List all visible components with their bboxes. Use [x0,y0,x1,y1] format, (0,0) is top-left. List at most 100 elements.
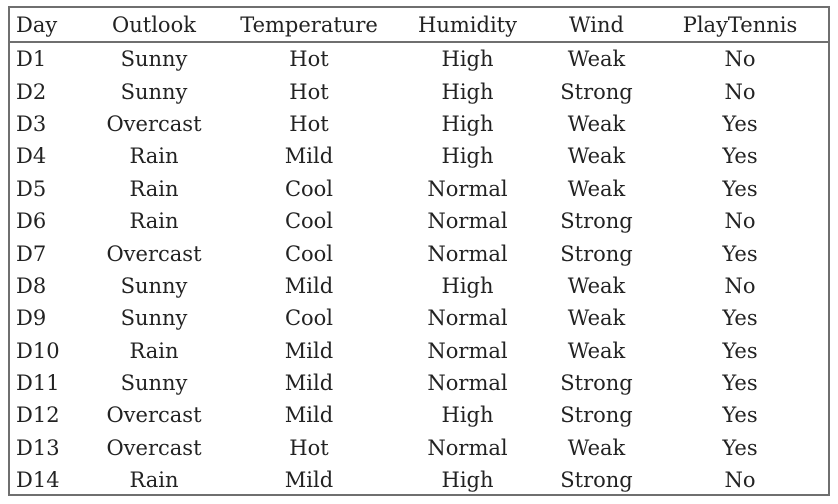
table-row: D9 Sunny Cool Normal Weak Yes [10,302,828,334]
table-row: D11 Sunny Mild Normal Strong Yes [10,367,828,399]
cell-humidity: High [441,79,494,104]
cell-wind: Weak [567,176,626,201]
play-tennis-table-frame: Day Outlook Temperature Humidity Wind Pl… [8,6,830,496]
cell-playtennis: No [724,273,756,298]
cell-playtennis: Yes [722,306,758,331]
cell-humidity: Normal [427,371,508,396]
cell-wind: Weak [567,47,626,72]
cell-playtennis: No [724,468,756,493]
cell-temperature: Hot [289,435,329,460]
cell-wind: Weak [567,435,626,460]
cell-wind: Strong [560,209,633,234]
cell-wind: Strong [560,79,633,104]
cell-playtennis: No [724,209,756,234]
cell-humidity: High [441,403,494,428]
cell-day: D7 [16,241,47,266]
cell-day: D8 [16,273,47,298]
cell-humidity: High [441,144,494,169]
column-header-day: Day [10,8,84,43]
cell-day: D12 [16,403,60,428]
column-header-playtennis: PlayTennis [652,8,828,43]
column-header-wind: Wind [541,8,652,43]
cell-temperature: Hot [289,47,329,72]
column-header-temperature: Temperature [224,8,394,43]
table-row: D13 Overcast Hot Normal Weak Yes [10,432,828,464]
cell-day: D11 [16,371,60,396]
cell-outlook: Sunny [120,371,188,396]
column-header-outlook: Outlook [84,8,224,43]
cell-outlook: Overcast [106,111,202,136]
table-row: D7 Overcast Cool Normal Strong Yes [10,237,828,269]
cell-humidity: Normal [427,306,508,331]
cell-outlook: Rain [129,338,179,363]
table-row: D14 Rain Mild High Strong No [10,464,828,496]
cell-day: D9 [16,306,47,331]
cell-day: D14 [16,468,60,493]
column-header-humidity: Humidity [394,8,541,43]
cell-temperature: Mild [284,371,334,396]
table-row: D4 Rain Mild High Weak Yes [10,140,828,172]
cell-wind: Weak [567,273,626,298]
cell-wind: Strong [560,403,633,428]
cell-temperature: Mild [284,273,334,298]
cell-humidity: High [441,111,494,136]
cell-temperature: Cool [284,209,334,234]
cell-temperature: Hot [289,79,329,104]
table-row: D2 Sunny Hot High Strong No [10,75,828,107]
cell-wind: Weak [567,111,626,136]
cell-wind: Strong [560,468,633,493]
table-row: D3 Overcast Hot High Weak Yes [10,108,828,140]
cell-day: D10 [16,338,60,363]
cell-day: D13 [16,435,60,460]
cell-outlook: Sunny [120,306,188,331]
cell-temperature: Mild [284,338,334,363]
cell-outlook: Sunny [120,273,188,298]
cell-playtennis: No [724,79,756,104]
cell-humidity: Normal [427,209,508,234]
cell-wind: Strong [560,371,633,396]
cell-wind: Weak [567,306,626,331]
cell-outlook: Rain [129,209,179,234]
cell-temperature: Mild [284,403,334,428]
cell-humidity: Normal [427,435,508,460]
cell-wind: Strong [560,241,633,266]
cell-playtennis: Yes [722,111,758,136]
cell-temperature: Cool [284,306,334,331]
cell-outlook: Rain [129,468,179,493]
cell-humidity: High [441,468,494,493]
cell-humidity: Normal [427,241,508,266]
table-row: D10 Rain Mild Normal Weak Yes [10,335,828,367]
cell-humidity: High [441,47,494,72]
cell-day: D6 [16,209,47,234]
cell-day: D5 [16,176,47,201]
cell-playtennis: No [724,47,756,72]
cell-humidity: Normal [427,176,508,201]
cell-outlook: Rain [129,144,179,169]
cell-day: D4 [16,144,47,169]
table-body: D1 Sunny Hot High Weak No D2 Sunny Hot High Strong… [10,42,828,496]
table-row: D5 Rain Cool Normal Weak Yes [10,173,828,205]
header-row: Day Outlook Temperature Humidity Wind Pl… [10,8,828,43]
cell-humidity: Normal [427,338,508,363]
cell-playtennis: Yes [722,176,758,201]
cell-outlook: Overcast [106,241,202,266]
table-row: D6 Rain Cool Normal Strong No [10,205,828,237]
cell-outlook: Overcast [106,435,202,460]
cell-playtennis: Yes [722,241,758,266]
play-tennis-table: Day Outlook Temperature Humidity Wind Pl… [10,8,828,496]
table-row: D1 Sunny Hot High Weak No [10,42,828,75]
cell-playtennis: Yes [722,403,758,428]
cell-outlook: Sunny [120,47,188,72]
cell-outlook: Overcast [106,403,202,428]
table-row: D8 Sunny Mild High Weak No [10,270,828,302]
cell-temperature: Hot [289,111,329,136]
cell-playtennis: Yes [722,338,758,363]
cell-day: D3 [16,111,47,136]
table-header: Day Outlook Temperature Humidity Wind Pl… [10,8,828,43]
cell-playtennis: Yes [722,371,758,396]
cell-playtennis: Yes [722,435,758,460]
cell-day: D1 [16,47,47,72]
cell-temperature: Cool [284,241,334,266]
cell-wind: Weak [567,338,626,363]
cell-outlook: Rain [129,176,179,201]
